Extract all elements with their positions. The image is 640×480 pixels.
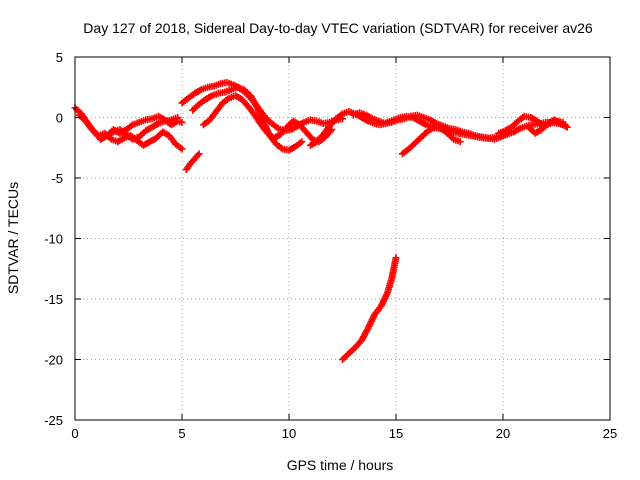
data-point-interp	[373, 116, 381, 124]
data-point-interp	[360, 110, 368, 118]
data-point-interp	[108, 129, 116, 137]
series-track-10	[398, 123, 464, 158]
y-tick-label: -10	[44, 232, 63, 247]
data-point-interp	[450, 125, 458, 133]
data-point-interp	[212, 90, 220, 98]
data-point-interp	[242, 100, 250, 108]
y-tick-label: -15	[44, 292, 63, 307]
data-point-interp	[159, 118, 167, 126]
x-tick-label: 10	[282, 426, 296, 441]
y-tick-label: 5	[56, 50, 63, 65]
data-point-interp	[153, 120, 161, 128]
data-point-interp	[398, 115, 406, 123]
data-point-interp	[448, 134, 456, 142]
data-point-interp	[196, 87, 204, 95]
data-point-interp	[387, 276, 395, 284]
data-point-interp	[194, 151, 202, 159]
data-point-interp	[184, 163, 192, 171]
data-point-interp	[223, 95, 231, 103]
data-point-interp	[383, 291, 391, 299]
data-point-interp	[206, 93, 214, 101]
x-tick-label: 20	[496, 426, 510, 441]
data-point-interp	[463, 129, 471, 137]
data-point-interp	[225, 86, 233, 94]
data-point-interp	[172, 114, 180, 122]
x-tick-label: 25	[603, 426, 617, 441]
data-point-interp	[133, 134, 141, 142]
x-tick-label: 0	[71, 426, 78, 441]
data-point-interp	[176, 118, 184, 126]
data-point-interp	[337, 111, 345, 119]
data-point-interp	[435, 124, 443, 132]
data-point-interp	[418, 113, 426, 121]
series-track-12	[525, 116, 571, 137]
data-point-interp	[454, 137, 462, 145]
x-tick-label: 5	[178, 426, 185, 441]
data-point-interp	[499, 128, 507, 136]
data-point-interp	[306, 132, 314, 140]
data-point-interp	[420, 120, 428, 128]
data-point-interp	[515, 125, 523, 133]
data-point-interp	[139, 117, 147, 125]
data-point-interp	[214, 80, 222, 88]
data-point-interp	[562, 122, 570, 130]
data-point-interp	[367, 114, 375, 122]
x-tick-label: 15	[389, 426, 403, 441]
chart-title: Day 127 of 2018, Sidereal Day-to-day VTE…	[83, 20, 593, 36]
data-point-interp	[280, 126, 288, 134]
data-point-interp	[119, 135, 127, 143]
data-point-interp	[238, 85, 246, 93]
series-track-13	[339, 254, 400, 363]
data-point-interp	[133, 119, 141, 127]
data-point-interp	[386, 119, 394, 127]
data-point-interp	[165, 116, 173, 124]
data-point-interp	[311, 117, 319, 125]
series-track-11	[495, 112, 567, 137]
y-tick-label: -20	[44, 353, 63, 368]
y-tick-label: 0	[56, 111, 63, 126]
data-point-interp	[525, 113, 533, 121]
x-axis-label: GPS time / hours	[287, 457, 394, 473]
y-axis-label: SDTVAR / TECUs	[5, 182, 21, 294]
series-track-6	[189, 83, 306, 154]
series-track-4	[182, 150, 203, 174]
data-point-interp	[176, 144, 184, 152]
data-point-interp	[300, 125, 308, 133]
data-points	[71, 78, 571, 363]
data-point-interp	[330, 118, 338, 126]
y-tick-label: -5	[51, 171, 63, 186]
data-point-interp	[392, 117, 400, 125]
data-point-interp	[127, 122, 135, 130]
data-point-interp	[273, 123, 281, 131]
series-track-9	[349, 109, 569, 143]
data-point-interp	[519, 114, 527, 121]
data-point-interp	[355, 339, 363, 347]
data-point-interp	[202, 84, 210, 92]
data-point-interp	[405, 113, 413, 121]
y-axis: -25 -20 -15 -10 -5 0 5	[44, 50, 610, 428]
data-point-interp	[208, 82, 216, 90]
data-point-interp	[296, 139, 304, 147]
data-point-interp	[146, 115, 154, 123]
x-axis: 0 5 10 15 20 25	[71, 57, 617, 441]
series-track-8	[306, 107, 507, 149]
data-point-interp	[456, 127, 464, 135]
data-point-interp	[424, 115, 432, 123]
data-point-interp	[482, 134, 490, 142]
series-track-3	[103, 114, 182, 143]
data-point-interp	[392, 256, 400, 264]
data-point-interp	[475, 132, 483, 140]
data-point-interp	[277, 144, 285, 152]
data-point-interp	[219, 88, 227, 96]
y-tick-label: -25	[44, 413, 63, 428]
data-point-interp	[317, 133, 325, 141]
data-point-interp	[469, 131, 477, 139]
